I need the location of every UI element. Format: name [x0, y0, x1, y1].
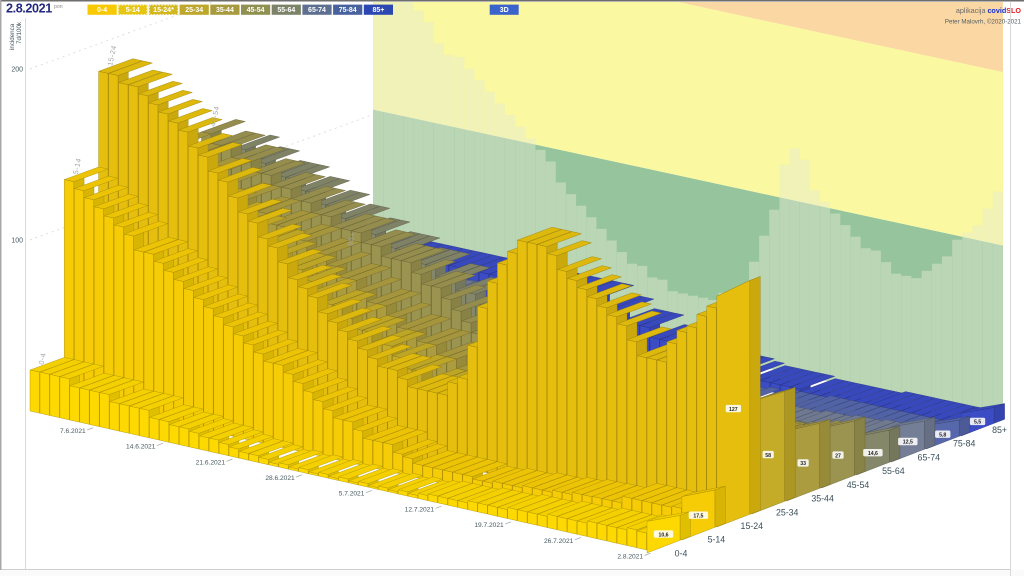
svg-text:3D: 3D [500, 7, 509, 14]
svg-text:35-44: 35-44 [216, 7, 234, 14]
svg-text:2.8.2021: 2.8.2021 [6, 2, 52, 16]
svg-text:17,5: 17,5 [693, 513, 703, 519]
svg-text:28.6.2021: 28.6.2021 [265, 475, 295, 482]
svg-text:12,5: 12,5 [903, 440, 913, 446]
svg-text:58: 58 [765, 453, 771, 459]
svg-text:5-14: 5-14 [71, 157, 83, 175]
svg-text:pon: pon [54, 4, 63, 10]
svg-text:85+: 85+ [345, 231, 357, 246]
svg-text:5-14: 5-14 [126, 7, 140, 14]
svg-text:aplikacija covidSLO: aplikacija covidSLO [956, 6, 1022, 15]
svg-text:26.7.2021: 26.7.2021 [544, 538, 574, 545]
svg-text:45-54: 45-54 [208, 105, 221, 127]
svg-text:incidenca: incidenca [9, 23, 16, 50]
svg-text:0-4: 0-4 [97, 7, 107, 14]
svg-text:85+: 85+ [372, 7, 384, 14]
svg-text:Peter Malovrh, ©2020-2021: Peter Malovrh, ©2020-2021 [945, 19, 1022, 26]
svg-text:33: 33 [800, 461, 806, 467]
svg-text:5,5: 5,5 [974, 420, 981, 426]
svg-text:100: 100 [11, 238, 23, 245]
svg-text:45-54: 45-54 [247, 7, 265, 14]
svg-text:25-34: 25-34 [185, 7, 203, 14]
svg-text:200: 200 [11, 67, 23, 74]
svg-text:10,6: 10,6 [658, 532, 668, 538]
svg-text:0-4: 0-4 [37, 352, 48, 366]
svg-text:75-84: 75-84 [953, 439, 976, 449]
svg-text:0-4: 0-4 [675, 548, 688, 558]
svg-text:55-64: 55-64 [277, 7, 295, 14]
svg-text:25-34: 25-34 [776, 507, 799, 517]
svg-text:27: 27 [835, 453, 841, 459]
svg-text:15-24: 15-24 [105, 44, 118, 66]
svg-text:7d/100k: 7d/100k [16, 21, 23, 44]
svg-text:21.6.2021: 21.6.2021 [196, 459, 226, 466]
svg-text:127: 127 [729, 407, 738, 413]
svg-text:15-24: 15-24 [741, 521, 764, 531]
svg-text:19.7.2021: 19.7.2021 [474, 522, 504, 529]
svg-text:14,6: 14,6 [868, 451, 878, 457]
svg-text:14.6.2021: 14.6.2021 [126, 444, 156, 451]
svg-text:5-14: 5-14 [708, 535, 726, 545]
svg-text:75-84: 75-84 [339, 7, 357, 14]
svg-text:5.7.2021: 5.7.2021 [339, 491, 365, 498]
svg-text:12.7.2021: 12.7.2021 [405, 506, 435, 513]
svg-text:55-64: 55-64 [882, 466, 905, 476]
svg-text:5,8: 5,8 [939, 432, 946, 438]
svg-text:65-74: 65-74 [308, 7, 326, 14]
svg-text:65-74: 65-74 [918, 452, 941, 462]
svg-text:2.8.2021: 2.8.2021 [617, 554, 643, 561]
svg-text:85+: 85+ [992, 425, 1007, 435]
svg-text:35-44: 35-44 [811, 494, 834, 504]
svg-text:45-54: 45-54 [847, 480, 870, 490]
svg-text:15-24*: 15-24* [153, 7, 174, 14]
svg-text:7.6.2021: 7.6.2021 [60, 428, 86, 435]
